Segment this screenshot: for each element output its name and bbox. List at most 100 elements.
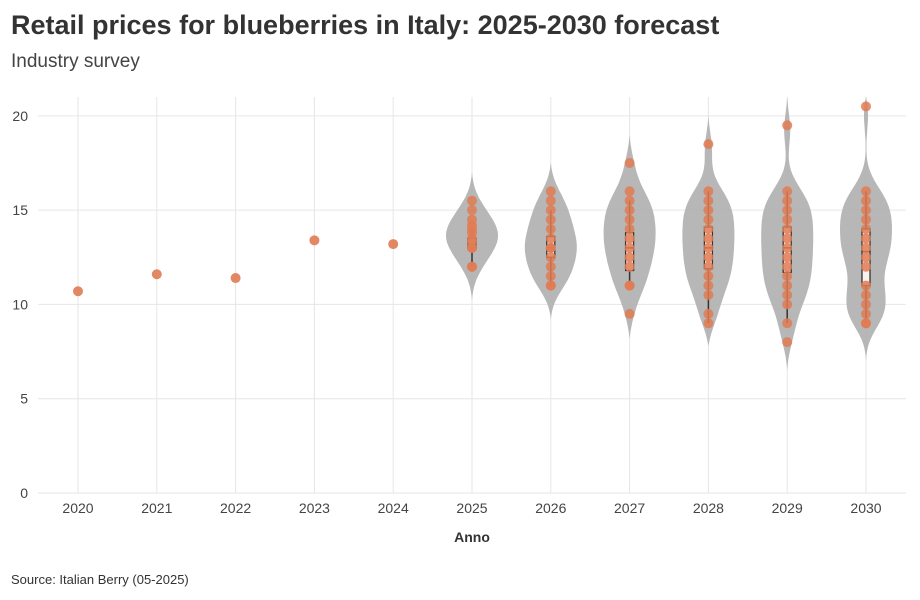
x-tick-label: 2026: [535, 500, 566, 516]
point-2029: [782, 224, 793, 234]
point-2026: [545, 242, 556, 253]
point-2027: [624, 186, 635, 197]
point-2028: [703, 233, 714, 244]
point-2030: [861, 252, 871, 263]
point-2025: [467, 205, 477, 216]
x-tick-label: 2027: [614, 500, 645, 516]
point-2027: [624, 205, 635, 216]
point-2027: [624, 158, 635, 168]
point-2029: [782, 318, 793, 329]
point-2029: [782, 242, 793, 253]
y-tick-label: 10: [12, 296, 28, 312]
x-tick-label: 2022: [220, 500, 251, 516]
point-2029: [782, 290, 793, 300]
point-2026: [545, 252, 556, 263]
point-2030: [861, 242, 871, 253]
point-2029: [782, 280, 793, 291]
y-tick-label: 0: [20, 485, 28, 501]
y-tick-label: 20: [12, 108, 28, 124]
y-tick-label: 5: [20, 391, 28, 407]
point-2029: [782, 205, 793, 216]
point-2029: [782, 195, 793, 206]
data-points: [73, 101, 871, 348]
point-2026: [545, 271, 556, 282]
point-2028: [703, 261, 714, 272]
point-2029: [782, 337, 793, 348]
point-2028: [703, 186, 714, 197]
chart-title: Retail prices for blueberries in Italy: …: [11, 10, 720, 40]
point-2030: [861, 308, 871, 319]
x-tick-label: 2025: [456, 500, 487, 516]
point-2025: [467, 214, 477, 225]
point-2027: [624, 261, 635, 272]
point-2028: [703, 308, 714, 319]
x-tick-label: 2029: [772, 500, 803, 516]
point-2026: [545, 205, 556, 216]
point-2027: [624, 233, 635, 244]
point-2027: [624, 280, 635, 291]
point-2028: [703, 224, 714, 234]
point-2028: [703, 214, 714, 225]
point-2029: [782, 186, 793, 197]
point-2030: [861, 233, 871, 244]
point-2029: [782, 271, 793, 282]
point-2027: [624, 195, 635, 206]
x-tick-label: 2021: [141, 500, 172, 516]
point-2028: [703, 195, 714, 206]
point-2028: [703, 139, 714, 150]
point-2026: [545, 214, 556, 225]
point-2030: [861, 214, 871, 225]
point-2030: [861, 318, 871, 329]
point-2026: [545, 186, 556, 197]
point-2030: [861, 261, 871, 272]
point-2028: [703, 290, 714, 300]
point-2026: [545, 233, 556, 244]
x-tick-label: 2028: [693, 500, 724, 516]
point-2023: [309, 235, 320, 246]
point-2026: [545, 224, 556, 234]
point-2024: [388, 239, 399, 250]
point-2028: [703, 318, 714, 329]
x-tick-label: 2020: [62, 500, 93, 516]
point-2029: [782, 214, 793, 225]
x-tick-label: 2030: [850, 500, 881, 516]
point-2029: [782, 120, 793, 131]
point-2022: [230, 273, 241, 284]
point-2027: [624, 224, 635, 234]
source-note: Source: Italian Berry (05-2025): [11, 572, 189, 587]
x-axis-title: Anno: [454, 529, 490, 545]
point-2026: [545, 195, 556, 206]
point-2027: [624, 308, 635, 319]
point-2028: [703, 205, 714, 216]
x-tick-label: 2024: [378, 500, 409, 516]
point-2030: [861, 205, 871, 216]
point-2030: [861, 290, 871, 300]
point-2027: [624, 214, 635, 225]
point-2030: [861, 299, 871, 310]
point-2029: [782, 252, 793, 263]
point-2028: [703, 242, 714, 253]
point-2026: [545, 261, 556, 272]
point-2020: [73, 286, 83, 297]
point-2029: [782, 299, 793, 310]
point-2026: [545, 280, 556, 291]
point-2021: [151, 269, 162, 280]
point-2028: [703, 252, 714, 263]
point-2028: [703, 280, 714, 291]
point-2030: [861, 280, 871, 291]
point-2028: [703, 271, 714, 282]
point-2030: [861, 186, 871, 197]
point-2025: [467, 195, 477, 206]
point-2030: [861, 101, 871, 112]
point-2027: [624, 242, 635, 253]
point-2030: [861, 195, 871, 206]
point-2027: [624, 252, 635, 263]
point-2029: [782, 233, 793, 244]
x-tick-label: 2023: [299, 500, 330, 516]
point-2029: [782, 261, 793, 272]
point-2030: [861, 224, 871, 234]
violins: [446, 97, 892, 371]
chart-subtitle: Industry survey: [11, 51, 140, 72]
